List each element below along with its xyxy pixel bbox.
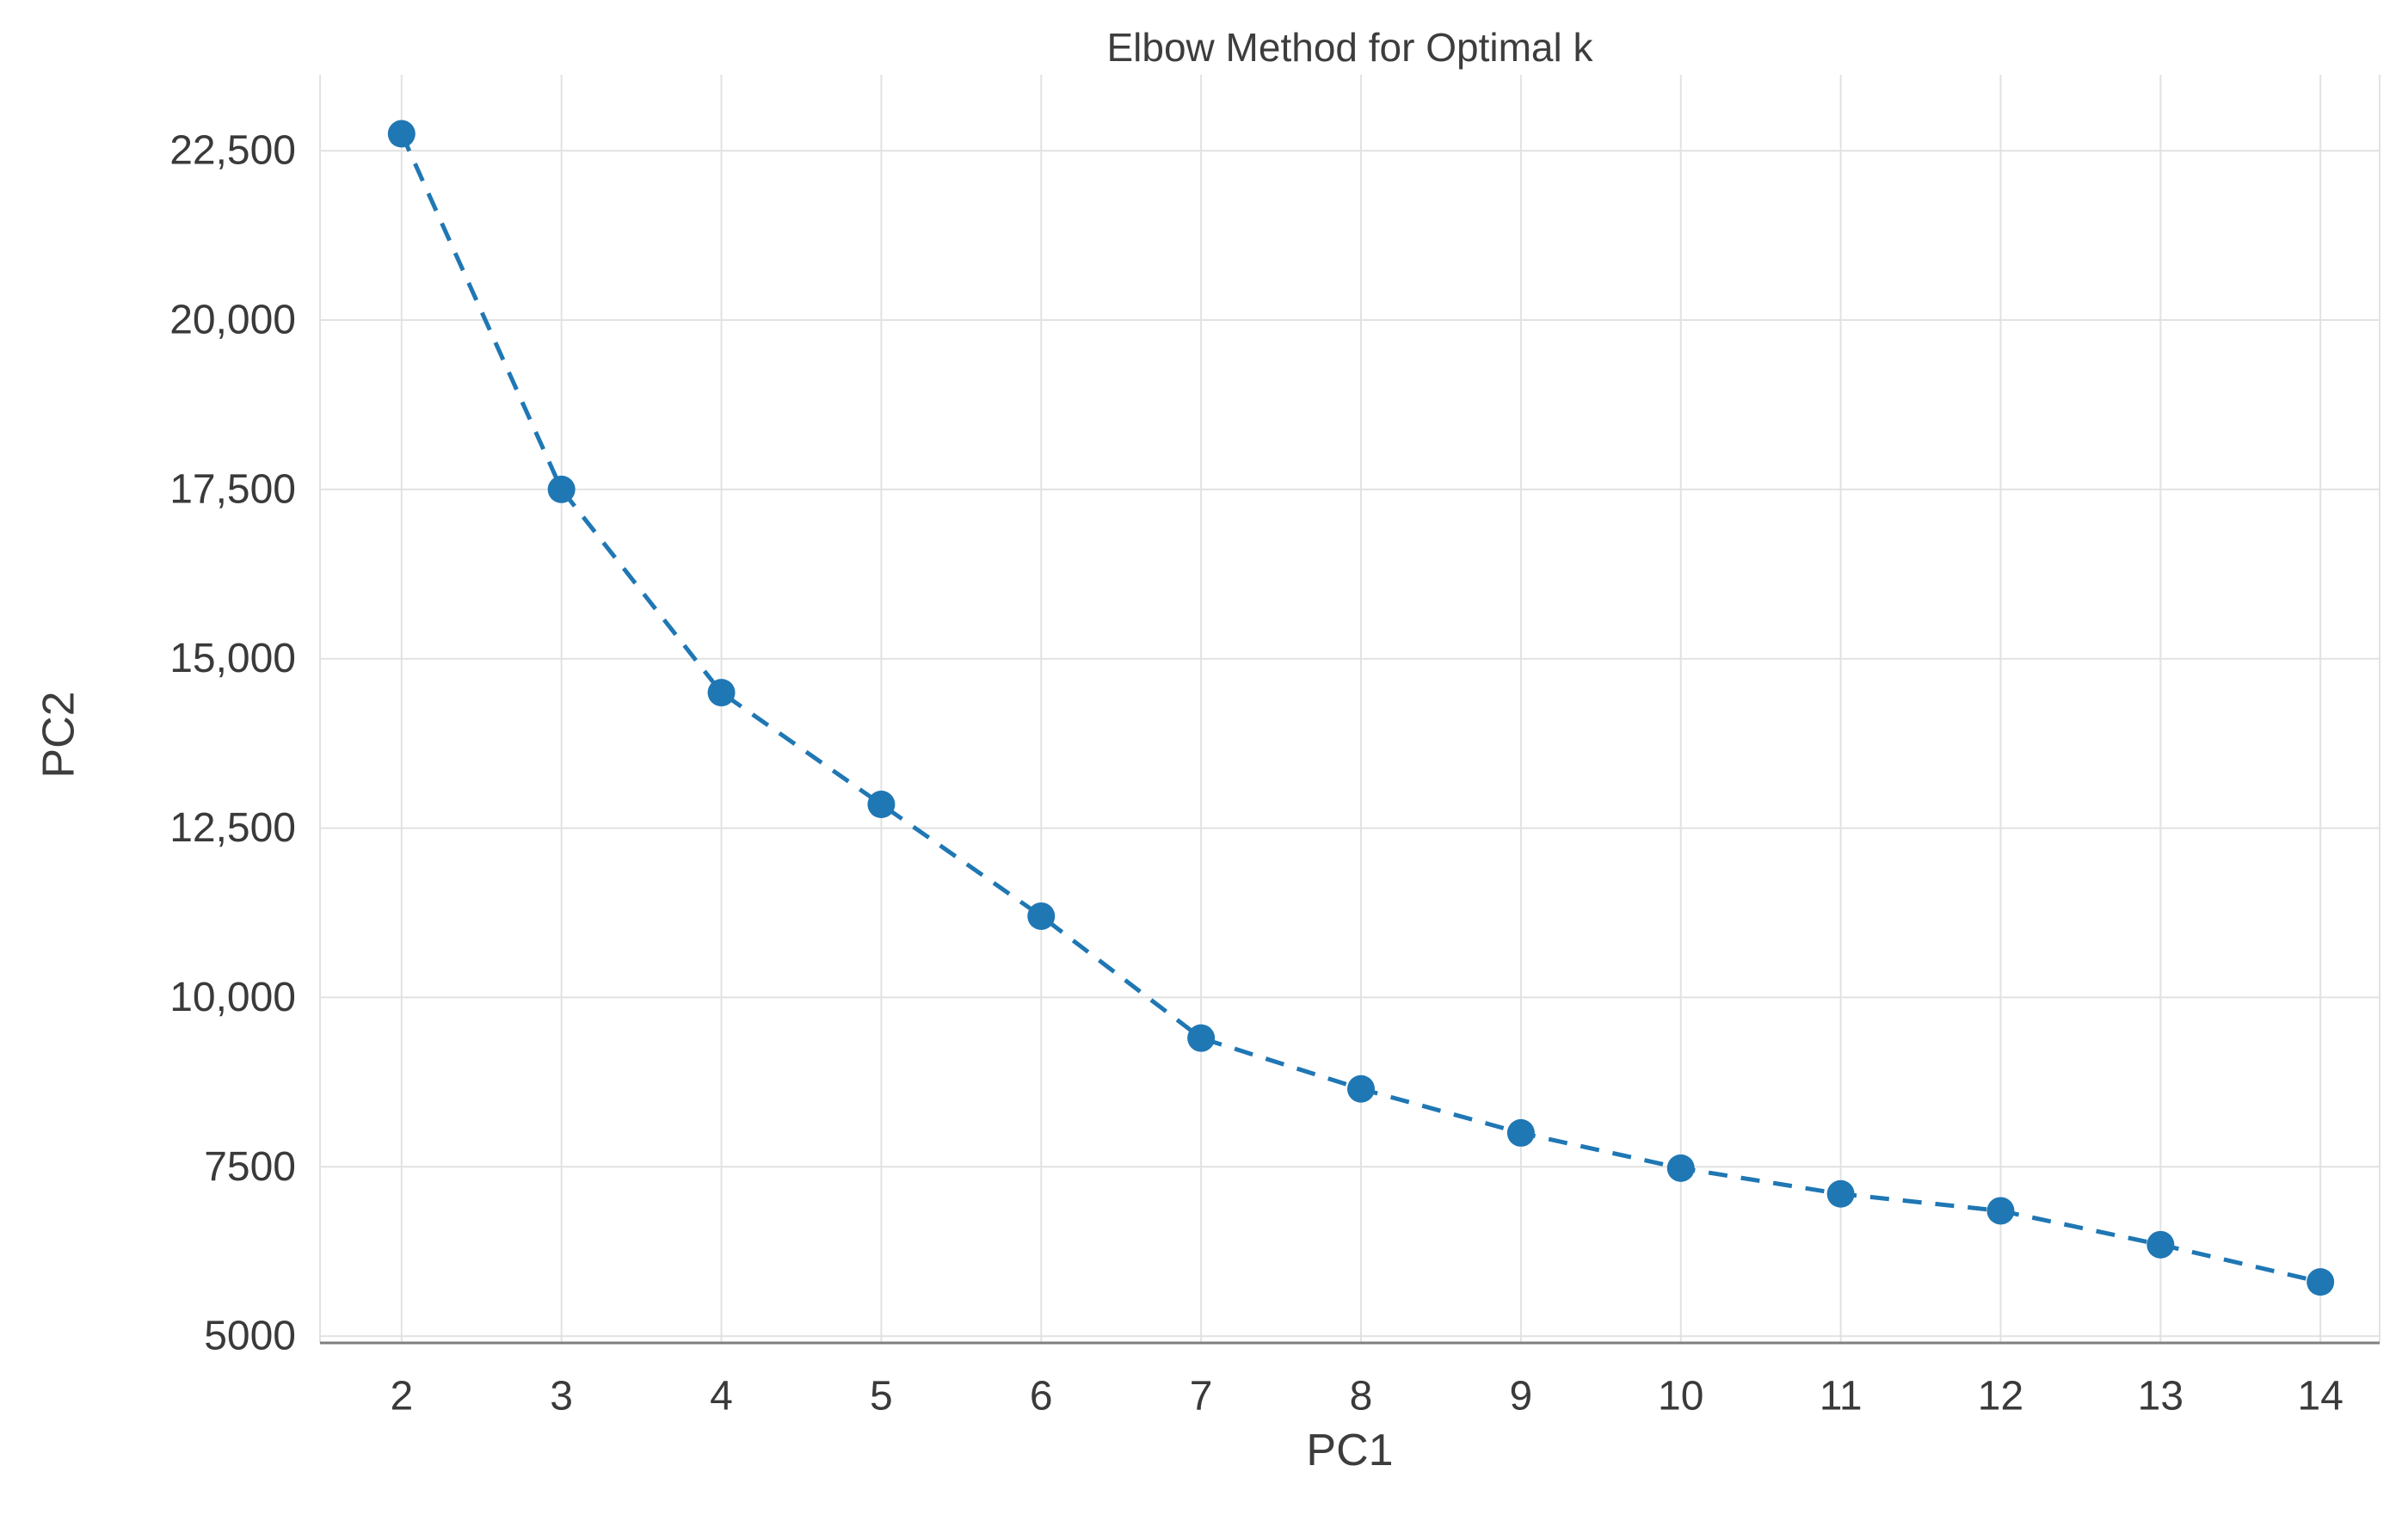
x-tick-label: 8	[1350, 1374, 1373, 1419]
y-tick-label: 17,500	[169, 466, 296, 512]
chart-title: Elbow Method for Optimal k	[1106, 25, 1593, 70]
data-point	[547, 475, 576, 503]
y-axis-title: PC2	[34, 691, 84, 779]
data-point	[867, 791, 896, 819]
x-tick-label: 3	[550, 1374, 573, 1419]
x-tick-label: 5	[870, 1374, 893, 1419]
y-tick-label: 5000	[204, 1314, 296, 1359]
data-point	[1666, 1154, 1695, 1182]
x-axis-title: PC1	[1306, 1426, 1394, 1475]
data-point	[1986, 1197, 2015, 1225]
y-tick-label: 10,000	[169, 975, 296, 1020]
data-point	[1027, 902, 1056, 930]
y-tick-label: 15,000	[169, 636, 296, 681]
x-tick-label: 12	[1978, 1374, 2023, 1419]
x-tick-label: 10	[1658, 1374, 1703, 1419]
data-point	[387, 120, 416, 148]
x-tick-label: 6	[1030, 1374, 1053, 1419]
y-tick-label: 12,500	[169, 805, 296, 851]
data-point	[1826, 1179, 1855, 1208]
x-tick-label: 7	[1190, 1374, 1213, 1419]
data-point	[1506, 1118, 1535, 1147]
data-point	[707, 679, 736, 707]
x-tick-label: 2	[390, 1374, 413, 1419]
x-tick-label: 9	[1510, 1374, 1533, 1419]
x-tick-label: 4	[710, 1374, 733, 1419]
y-tick-label: 22,500	[169, 128, 296, 174]
y-tick-label: 20,000	[169, 298, 296, 343]
data-point	[2306, 1268, 2335, 1296]
y-tick-label: 7500	[204, 1144, 296, 1190]
data-point	[1187, 1024, 1216, 1052]
data-point	[2146, 1230, 2175, 1259]
x-tick-label: 13	[2138, 1374, 2183, 1419]
data-point	[1347, 1075, 1376, 1103]
x-tick-label: 14	[2298, 1374, 2343, 1419]
x-tick-label: 11	[1820, 1374, 1863, 1419]
